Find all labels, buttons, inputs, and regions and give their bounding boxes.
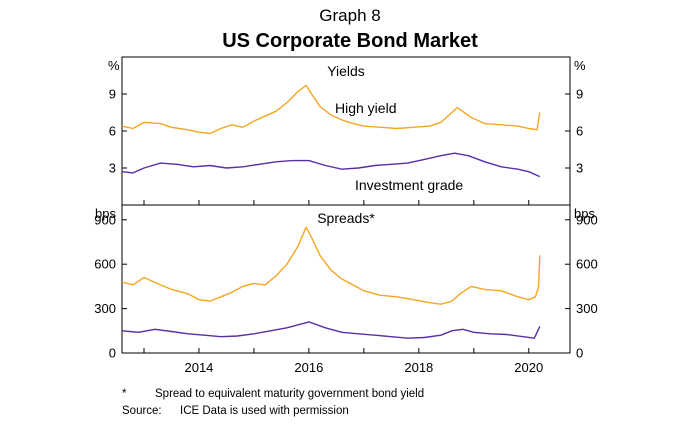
y-tick-label-left: 6 xyxy=(109,124,116,139)
series-line-high-yield xyxy=(121,84,541,135)
x-tick-label: 2020 xyxy=(514,360,543,375)
y-tick-label-left: 0 xyxy=(109,346,116,361)
y-tick-label-right: 0 xyxy=(576,346,583,361)
y-tick-label-left: 9 xyxy=(109,87,116,102)
panel-title-spreads: Spreads* xyxy=(317,210,375,226)
series-line-investment-grade xyxy=(121,152,541,178)
y-tick-label-left: 300 xyxy=(94,301,116,316)
y-tick-label-right: 9 xyxy=(576,87,583,102)
yields-unit-left: % xyxy=(108,58,120,73)
series-line-high-yield xyxy=(121,226,541,305)
footnote-asterisk-mark: * xyxy=(122,388,127,400)
footnote-source-text: ICE Data is used with permission xyxy=(180,405,349,417)
y-tick-label-right: 3 xyxy=(576,161,583,176)
x-tick-label: 2018 xyxy=(404,360,433,375)
footnote-asterisk-text: Spread to equivalent maturity government… xyxy=(155,388,425,400)
y-tick-label-right: 6 xyxy=(576,124,583,139)
y-tick-label-right: 300 xyxy=(576,301,598,316)
label-investment-grade: Investment grade xyxy=(355,177,463,193)
graph-title: US Corporate Bond Market xyxy=(222,30,478,52)
spreads-unit-left: bps xyxy=(95,206,116,221)
y-tick-label-left: 900 xyxy=(94,212,116,227)
panel-title-yields: Yields xyxy=(327,63,365,79)
y-tick-label-left: 600 xyxy=(94,257,116,272)
x-tick-label: 2016 xyxy=(294,360,323,375)
y-tick-label-left: 3 xyxy=(109,161,116,176)
x-tick-label: 2014 xyxy=(184,360,213,375)
series-line-investment-grade xyxy=(121,321,541,339)
footnote-source-key: Source: xyxy=(122,405,162,417)
y-tick-label-right: 600 xyxy=(576,257,598,272)
yields-unit-right: % xyxy=(574,58,586,73)
label-high-yield: High yield xyxy=(335,100,396,116)
spreads-unit-right: bps xyxy=(574,206,595,221)
y-tick-label-right: 900 xyxy=(576,212,598,227)
graph-label: Graph 8 xyxy=(319,6,381,25)
